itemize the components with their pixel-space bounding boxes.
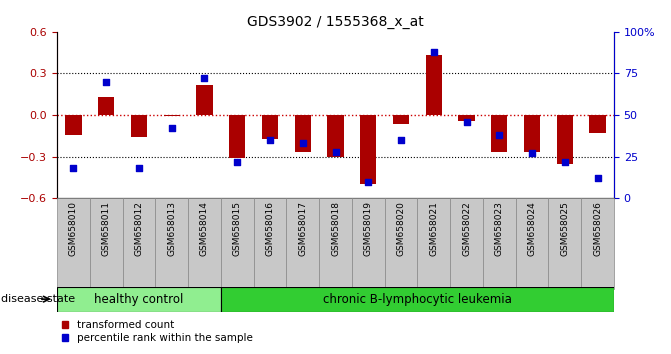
Point [592,176,603,181]
Text: GSM658022: GSM658022 [462,201,471,256]
Bar [327,115,344,156]
Bar [557,115,573,164]
Point [232,159,243,165]
Legend: transformed count, percentile rank within the sample: transformed count, percentile rank withi… [62,320,253,343]
Text: GSM658010: GSM658010 [69,201,78,256]
Bar [57,198,90,289]
Text: chronic B-lymphocytic leukemia: chronic B-lymphocytic leukemia [323,293,512,306]
Bar [197,85,213,115]
Point [330,149,341,154]
Bar [384,198,417,289]
Bar [548,198,581,289]
Text: GSM658017: GSM658017 [298,201,307,256]
Point [527,150,537,156]
Text: GSM658019: GSM658019 [364,201,373,256]
Bar [393,115,409,124]
Text: GSM658016: GSM658016 [266,201,274,256]
Bar [450,198,483,289]
Text: GSM658023: GSM658023 [495,201,504,256]
Bar [417,198,450,289]
Bar [581,198,614,289]
Bar [458,115,475,121]
Point [494,132,505,138]
Bar [425,56,442,115]
Point [68,165,79,171]
Point [396,137,407,143]
Bar [262,115,278,139]
Bar [131,115,147,137]
Bar [57,287,221,312]
Text: GSM658015: GSM658015 [233,201,242,256]
Text: disease state: disease state [1,294,75,304]
Point [134,165,144,171]
Bar [295,115,311,153]
Bar [221,287,614,312]
Text: GSM658014: GSM658014 [200,201,209,256]
Bar [123,198,155,289]
Bar [188,198,221,289]
Bar [65,115,82,135]
Bar [254,198,287,289]
Bar [491,115,507,153]
Bar [98,97,114,115]
Bar [352,198,384,289]
Bar [319,198,352,289]
Point [461,119,472,125]
Text: GSM658012: GSM658012 [134,201,144,256]
Bar [229,115,246,158]
Text: GSM658013: GSM658013 [167,201,176,256]
Bar [155,198,188,289]
Point [166,126,177,131]
Text: GSM658025: GSM658025 [560,201,569,256]
Text: healthy control: healthy control [94,293,184,306]
Bar [90,198,123,289]
Bar [524,115,540,153]
Bar [221,198,254,289]
Text: GSM658011: GSM658011 [102,201,111,256]
Bar [164,115,180,116]
Text: GSM658024: GSM658024 [527,201,537,256]
Text: GSM658021: GSM658021 [429,201,438,256]
Point [428,49,439,55]
Bar [589,115,606,133]
Text: GSM658018: GSM658018 [331,201,340,256]
Point [297,141,308,146]
Bar [483,198,516,289]
Bar [360,115,376,184]
Point [199,76,210,81]
Point [101,79,111,85]
Point [560,159,570,165]
Bar [516,198,548,289]
Point [363,179,374,184]
Title: GDS3902 / 1555368_x_at: GDS3902 / 1555368_x_at [247,16,424,29]
Text: GSM658026: GSM658026 [593,201,602,256]
Point [264,137,275,143]
Text: GSM658020: GSM658020 [397,201,405,256]
Bar [287,198,319,289]
